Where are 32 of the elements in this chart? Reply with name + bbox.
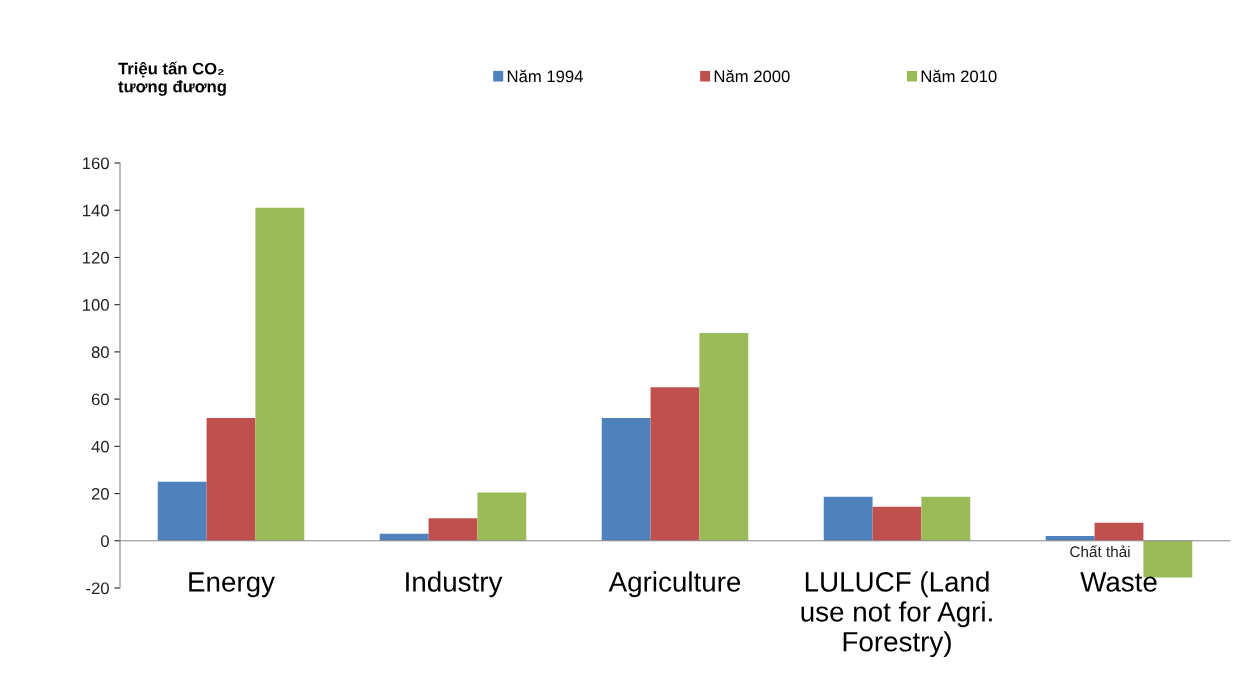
y-tick-label: 160 bbox=[83, 157, 109, 170]
bar bbox=[1094, 522, 1144, 541]
annotation: Chất thải bbox=[1070, 545, 1130, 558]
y-tick-label: 20 bbox=[91, 487, 109, 500]
y-tick-label: 120 bbox=[83, 251, 109, 264]
bar bbox=[823, 496, 873, 541]
y-tick-label: 140 bbox=[83, 204, 109, 217]
bar bbox=[157, 481, 207, 541]
y-tick-label: 0 bbox=[100, 535, 109, 547]
x-tick-label: Energy bbox=[189, 572, 275, 598]
legend-label: Năm 1994 bbox=[507, 69, 583, 83]
y-tick-label: 60 bbox=[91, 393, 109, 406]
bar bbox=[428, 518, 478, 541]
bar bbox=[921, 496, 971, 541]
bar bbox=[255, 207, 305, 541]
y-tick-label: 80 bbox=[91, 346, 109, 359]
y-tick-label: -20 bbox=[86, 582, 109, 595]
legend-label: Năm 2000 bbox=[714, 69, 790, 83]
bar bbox=[601, 418, 651, 541]
y-tick-label: 100 bbox=[83, 299, 109, 311]
x-tick-label: Waste bbox=[1080, 572, 1157, 592]
bar bbox=[699, 333, 749, 541]
legend-label: Năm 2010 bbox=[921, 69, 997, 83]
x-tick-label: LULUCF (Land use not for Agri. Forestry) bbox=[801, 571, 992, 658]
bar bbox=[206, 418, 256, 541]
bar bbox=[650, 387, 700, 541]
y-tick-label: 40 bbox=[91, 440, 109, 453]
y-axis-title: Triệu tấn CO₂ tương đương bbox=[118, 61, 226, 96]
bar bbox=[872, 506, 922, 541]
bar bbox=[477, 492, 527, 541]
x-tick-label: Industry bbox=[406, 571, 503, 598]
x-tick-label: Agriculture bbox=[608, 571, 741, 598]
